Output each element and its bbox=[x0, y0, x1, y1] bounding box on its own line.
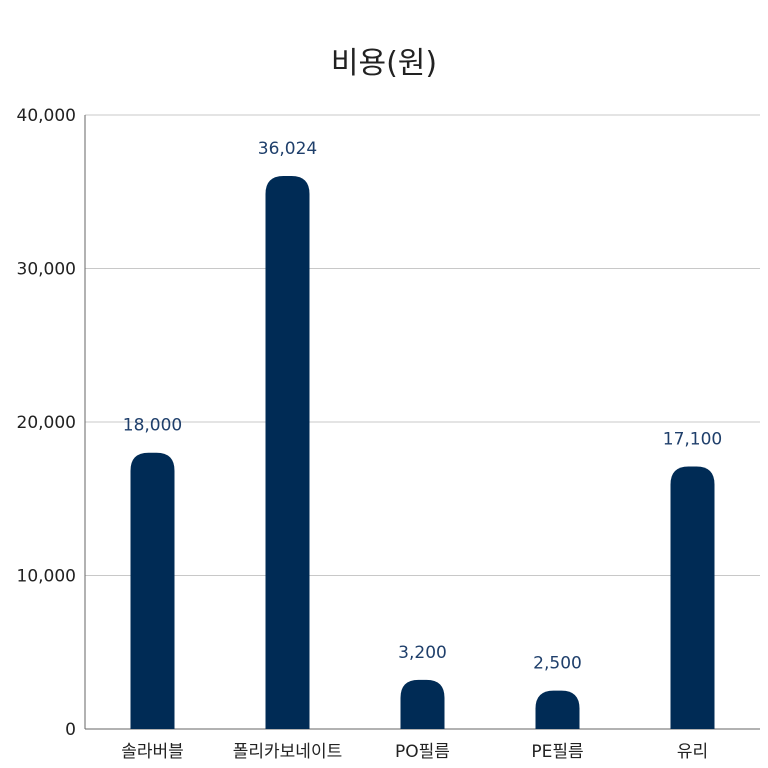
y-tick-label: 30,000 bbox=[17, 260, 76, 280]
y-tick-label: 10,000 bbox=[17, 567, 76, 587]
x-tick-label: 유리 bbox=[677, 742, 708, 762]
x-tick-label: 폴리카보네이트 bbox=[233, 742, 342, 762]
chart-title: 비용(원) bbox=[331, 46, 437, 81]
bar-2 bbox=[265, 176, 310, 729]
bar-5 bbox=[670, 466, 715, 729]
y-tick-label: 40,000 bbox=[17, 106, 76, 126]
bars bbox=[130, 176, 715, 729]
x-tick-label: PO필름 bbox=[395, 742, 450, 762]
data-label: 2,500 bbox=[533, 654, 582, 674]
data-label: 18,000 bbox=[123, 416, 182, 436]
y-axis-ticks: 0 10,000 20,000 30,000 40,000 bbox=[17, 106, 76, 740]
gridlines bbox=[84, 114, 760, 730]
x-tick-label: PE필름 bbox=[531, 742, 583, 762]
bar-4 bbox=[535, 690, 580, 729]
data-labels: 18,000 36,024 3,200 2,500 17,100 bbox=[123, 139, 722, 674]
data-label: 17,100 bbox=[663, 430, 722, 450]
y-tick-label: 20,000 bbox=[17, 413, 76, 433]
data-label: 3,200 bbox=[398, 643, 447, 663]
x-tick-label: 솔라버블 bbox=[121, 742, 184, 762]
y-tick-label: 0 bbox=[65, 720, 76, 740]
bar-3 bbox=[400, 679, 445, 729]
x-axis-ticks: 솔라버블 폴리카보네이트 PO필름 PE필름 유리 bbox=[121, 742, 708, 762]
data-label: 36,024 bbox=[258, 139, 317, 159]
bar-1 bbox=[130, 452, 175, 729]
